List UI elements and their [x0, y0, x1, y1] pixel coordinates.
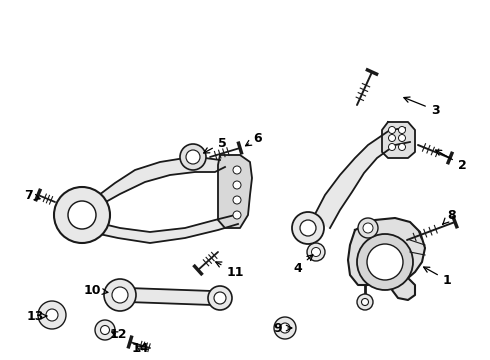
Circle shape — [300, 220, 316, 236]
Circle shape — [363, 223, 373, 233]
Text: 9: 9 — [274, 321, 292, 334]
Text: 12: 12 — [109, 328, 127, 342]
Circle shape — [357, 234, 413, 290]
Circle shape — [292, 212, 324, 244]
Polygon shape — [382, 122, 415, 158]
Circle shape — [214, 292, 226, 304]
Circle shape — [312, 248, 320, 257]
Circle shape — [398, 144, 406, 150]
Circle shape — [104, 279, 136, 311]
Circle shape — [233, 166, 241, 174]
Circle shape — [233, 196, 241, 204]
Circle shape — [38, 301, 66, 329]
Circle shape — [357, 294, 373, 310]
Circle shape — [112, 287, 128, 303]
Circle shape — [398, 135, 406, 141]
Text: 11: 11 — [216, 262, 244, 279]
Circle shape — [186, 150, 200, 164]
Text: 2: 2 — [436, 150, 466, 171]
Polygon shape — [313, 128, 410, 228]
Circle shape — [54, 187, 110, 243]
Circle shape — [362, 298, 368, 306]
Text: 14: 14 — [131, 342, 149, 355]
Circle shape — [95, 320, 115, 340]
Circle shape — [68, 201, 96, 229]
Circle shape — [100, 325, 109, 334]
Circle shape — [307, 243, 325, 261]
Text: 5: 5 — [204, 136, 226, 153]
Circle shape — [389, 135, 395, 141]
Circle shape — [398, 126, 406, 134]
Circle shape — [46, 309, 58, 321]
Polygon shape — [128, 288, 212, 305]
Circle shape — [233, 181, 241, 189]
Circle shape — [233, 211, 241, 219]
Circle shape — [180, 144, 206, 170]
Text: 7: 7 — [24, 189, 40, 202]
Polygon shape — [90, 215, 238, 243]
Circle shape — [274, 317, 296, 339]
Text: 13: 13 — [26, 310, 47, 323]
Circle shape — [367, 244, 403, 280]
Circle shape — [389, 144, 395, 150]
Circle shape — [208, 286, 232, 310]
Polygon shape — [348, 218, 425, 300]
Circle shape — [389, 126, 395, 134]
Circle shape — [358, 218, 378, 238]
Text: 10: 10 — [83, 284, 108, 297]
Text: 3: 3 — [404, 97, 440, 117]
Text: 8: 8 — [443, 208, 456, 224]
Text: 6: 6 — [245, 131, 262, 146]
Polygon shape — [218, 155, 252, 228]
Circle shape — [280, 323, 290, 333]
Polygon shape — [95, 158, 225, 208]
Text: 1: 1 — [424, 267, 451, 287]
Text: 4: 4 — [294, 255, 313, 274]
